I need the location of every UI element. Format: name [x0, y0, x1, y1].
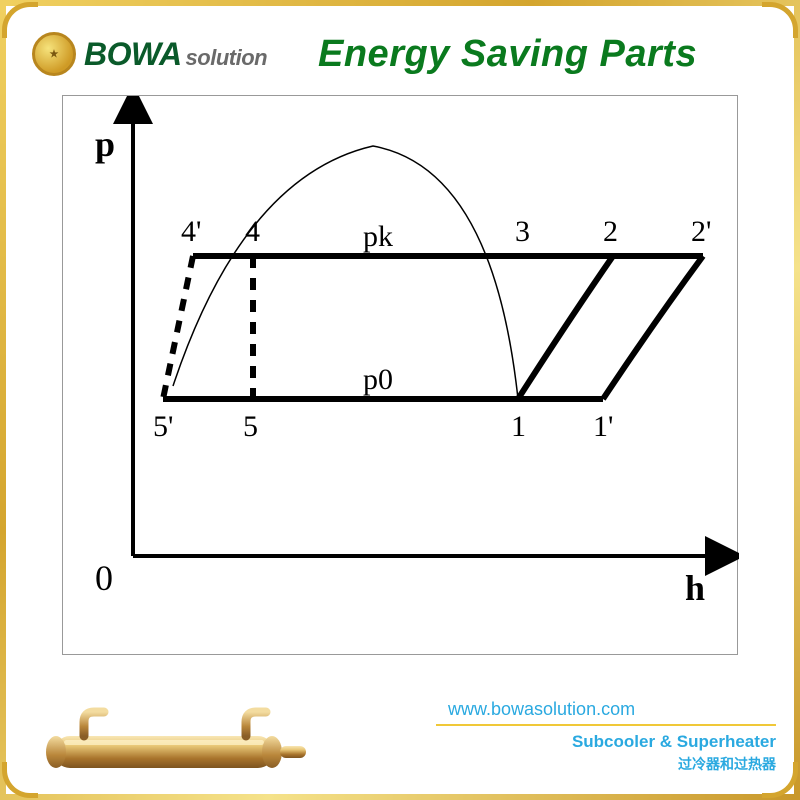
svg-text:2: 2 — [603, 215, 618, 248]
svg-text:0: 0 — [95, 558, 113, 598]
svg-text:5: 5 — [243, 410, 258, 443]
diagram-svg: 0 p h pk p0 1 2 3 4 5 1' 2' 4' 5' — [63, 96, 739, 656]
footer: www.bowasolution.com Subcooler & Superhe… — [14, 678, 786, 786]
brand-text: BOWA solution — [84, 36, 267, 73]
product-name-zh: 过冷器和过热器 — [436, 754, 776, 774]
medal-icon: ★ — [32, 32, 76, 76]
website-url: www.bowasolution.com — [436, 699, 776, 726]
svg-text:1: 1 — [511, 410, 526, 443]
svg-text:p: p — [95, 124, 115, 164]
brand-logo: ★ BOWA solution — [32, 32, 267, 76]
brand-name-primary: BOWA — [84, 36, 182, 73]
heat-exchanger-icon — [24, 700, 314, 778]
medal-star: ★ — [50, 49, 59, 60]
footer-info: www.bowasolution.com Subcooler & Superhe… — [436, 699, 776, 778]
product-name-en: Subcooler & Superheater — [436, 732, 776, 752]
svg-text:4: 4 — [245, 215, 260, 248]
svg-text:p0: p0 — [363, 363, 393, 396]
brand-name-secondary: solution — [186, 45, 268, 71]
svg-text:h: h — [685, 568, 705, 608]
product-names: Subcooler & Superheater 过冷器和过热器 — [436, 732, 776, 774]
ph-diagram: 0 p h pk p0 1 2 3 4 5 1' 2' 4' 5' — [62, 95, 738, 655]
svg-text:pk: pk — [363, 220, 393, 253]
svg-text:4': 4' — [181, 215, 201, 248]
product-image — [24, 700, 314, 778]
svg-text:5': 5' — [153, 410, 173, 443]
svg-text:1': 1' — [593, 410, 613, 443]
svg-text:3: 3 — [515, 215, 530, 248]
page-title: Energy Saving Parts — [267, 33, 768, 76]
header: ★ BOWA solution Energy Saving Parts — [18, 18, 782, 90]
svg-text:2': 2' — [691, 215, 711, 248]
